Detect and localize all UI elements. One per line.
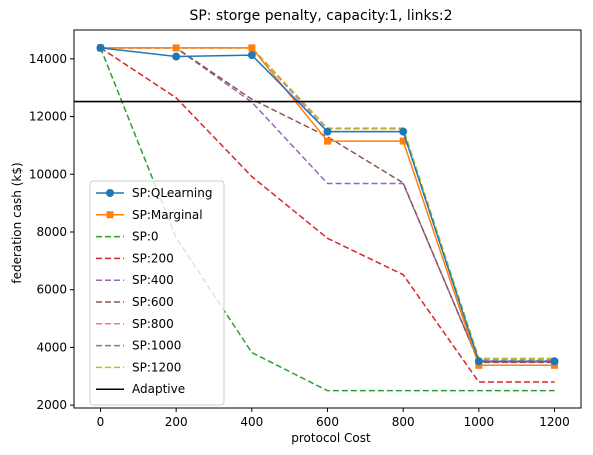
- y-tick-label: 8000: [36, 225, 67, 239]
- legend-label: SP:800: [132, 317, 174, 331]
- legend-item: Adaptive: [96, 382, 185, 396]
- legend-label: SP:0: [132, 230, 159, 244]
- legend-item: SP:200: [96, 251, 174, 265]
- plot-area: [74, 43, 581, 392]
- legend-label: SP:1000: [132, 339, 181, 353]
- legend-item: SP:800: [96, 317, 174, 331]
- data-point: [324, 137, 331, 145]
- data-point: [172, 44, 180, 52]
- legend-marker: [106, 189, 114, 197]
- legend-item: SP:400: [96, 273, 174, 287]
- data-point: [399, 127, 408, 136]
- legend-label: SP:200: [132, 251, 174, 265]
- data-point: [247, 51, 256, 60]
- legend-item: SP:0: [96, 230, 159, 244]
- y-axis-label: federation cash (k$): [10, 162, 24, 283]
- legend-item: SP:600: [96, 295, 174, 309]
- y-tick-label: 6000: [36, 283, 67, 297]
- legend-item: SP:Marginal: [96, 208, 203, 222]
- series-sp-200: [100, 47, 555, 383]
- data-point: [474, 357, 483, 366]
- y-tick-label: 4000: [36, 340, 67, 354]
- data-point: [248, 44, 256, 52]
- series-line: [99, 47, 555, 392]
- legend-item: SP:1000: [96, 339, 181, 353]
- y-tick-label: 2000: [36, 398, 67, 412]
- x-tick-label: 200: [165, 415, 188, 429]
- x-tick-label: 400: [240, 415, 263, 429]
- legend-label: SP:400: [132, 273, 174, 287]
- legend-label: SP:1200: [132, 360, 181, 374]
- y-tick-label: 12000: [29, 110, 67, 124]
- series-sp-qlearning: [96, 43, 559, 366]
- y-tick-label: 10000: [29, 167, 67, 181]
- y-tick-label: 14000: [29, 52, 67, 66]
- legend-label: SP:600: [132, 295, 174, 309]
- axis-ticks: 0 200 400 600 800 1000 1200 2000 4000 6000 8000 100…: [29, 52, 570, 429]
- legend-label: SP:QLearning: [132, 186, 212, 200]
- data-point: [551, 361, 559, 369]
- series-sp-0: [99, 47, 555, 392]
- x-tick-label: 600: [316, 415, 339, 429]
- legend-marker: [106, 211, 114, 219]
- x-tick-label: 1200: [539, 415, 570, 429]
- data-point: [172, 52, 181, 61]
- legend-item: SP:1200: [96, 360, 181, 374]
- legend-label: Adaptive: [132, 382, 185, 396]
- legend-label: SP:Marginal: [132, 208, 203, 222]
- data-point: [96, 43, 105, 52]
- data-point: [399, 137, 407, 145]
- data-point: [475, 361, 483, 369]
- x-tick-label: 0: [97, 415, 105, 429]
- x-tick-label: 1000: [464, 415, 495, 429]
- series-line: [100, 47, 555, 383]
- x-axis-label: protocol Cost: [291, 431, 371, 445]
- chart-title: SP: storge penalty, capacity:1, links:2: [189, 8, 452, 24]
- legend: SP:QLearning SP:Marginal SP:0 SP:200 SP:400 S…: [89, 180, 225, 406]
- data-point: [323, 127, 332, 136]
- x-tick-label: 800: [392, 415, 415, 429]
- legend-item: SP:QLearning: [96, 186, 212, 200]
- data-point: [550, 357, 559, 366]
